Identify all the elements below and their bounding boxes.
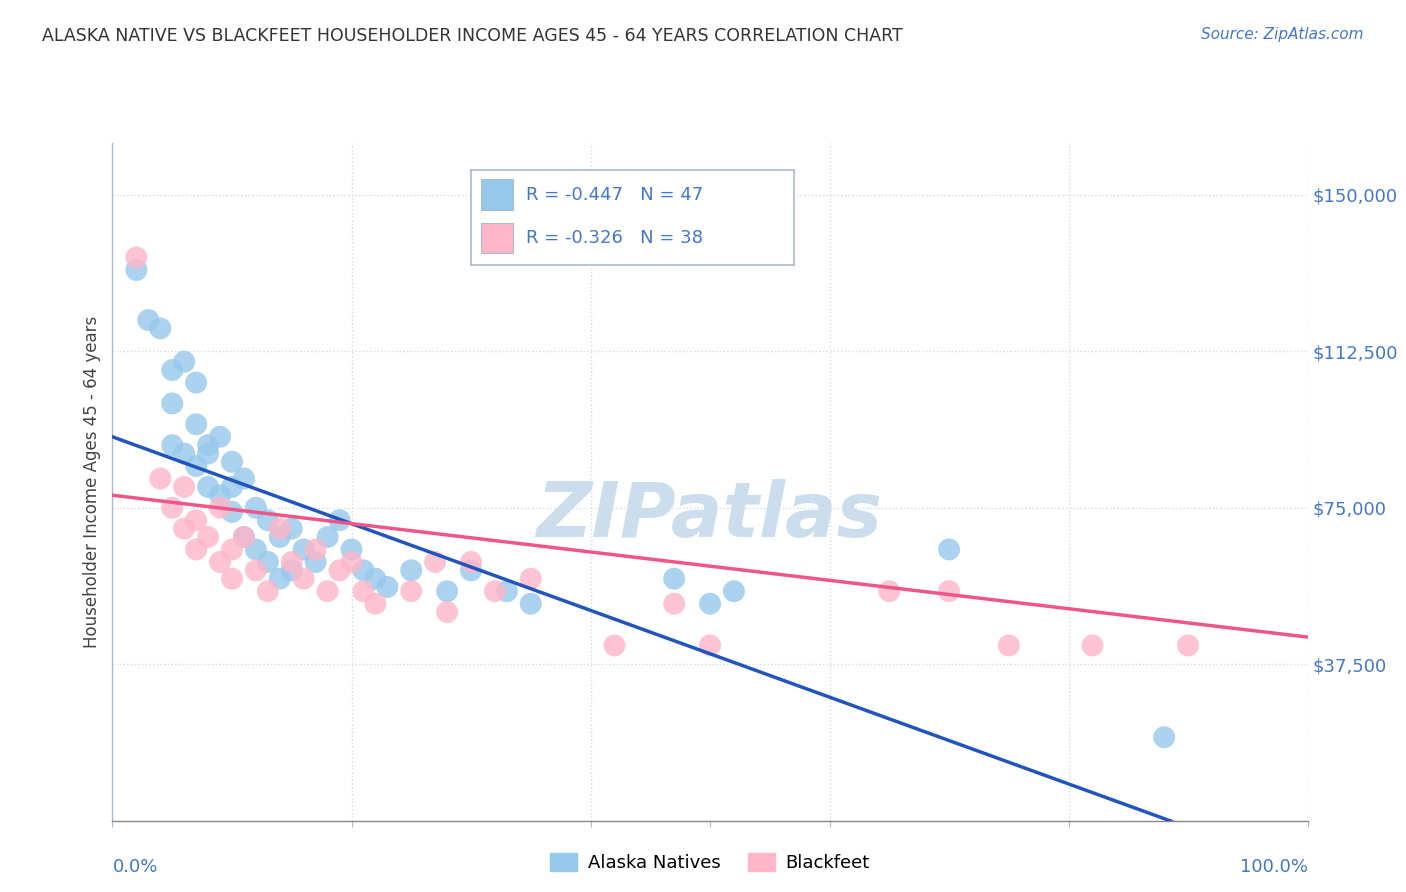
Point: [186, 513, 208, 527]
Point: [352, 584, 374, 599]
Point: [281, 555, 304, 569]
Point: [281, 563, 304, 577]
Point: [938, 584, 960, 599]
Point: [436, 605, 458, 619]
Text: 100.0%: 100.0%: [1240, 858, 1308, 876]
Point: [269, 530, 291, 544]
Point: [245, 563, 267, 577]
Point: [328, 563, 352, 577]
Y-axis label: Householder Income Ages 45 - 64 years: Householder Income Ages 45 - 64 years: [83, 316, 101, 648]
Point: [197, 480, 219, 494]
Point: [173, 355, 195, 369]
Text: R = -0.326   N = 38: R = -0.326 N = 38: [526, 229, 703, 247]
Point: [221, 572, 243, 586]
Point: [197, 446, 219, 460]
Point: [162, 500, 183, 515]
Point: [221, 542, 243, 557]
Point: [496, 584, 519, 599]
Point: [304, 555, 326, 569]
Point: [723, 584, 745, 599]
Point: [998, 639, 1021, 653]
Bar: [481, 223, 513, 253]
Point: [520, 597, 543, 611]
Point: [221, 505, 243, 519]
Point: [304, 542, 326, 557]
Point: [221, 480, 243, 494]
Point: [162, 396, 183, 410]
Point: [699, 639, 721, 653]
Point: [232, 471, 256, 485]
Point: [125, 251, 148, 265]
Point: [257, 513, 280, 527]
Point: [162, 438, 183, 452]
Point: [245, 542, 267, 557]
Point: [232, 530, 256, 544]
Point: [197, 530, 219, 544]
Point: [125, 263, 148, 277]
Point: [425, 555, 447, 569]
Point: [186, 542, 208, 557]
Point: [1177, 639, 1199, 653]
Point: [208, 430, 231, 444]
Point: [316, 584, 339, 599]
Point: [1081, 639, 1104, 653]
Point: [186, 458, 208, 473]
Point: [186, 417, 208, 432]
Point: [186, 376, 208, 390]
Point: [340, 555, 363, 569]
Point: [208, 555, 231, 569]
Point: [257, 555, 280, 569]
Text: ALASKA NATIVE VS BLACKFEET HOUSEHOLDER INCOME AGES 45 - 64 YEARS CORRELATION CHA: ALASKA NATIVE VS BLACKFEET HOUSEHOLDER I…: [42, 27, 903, 45]
Point: [197, 438, 219, 452]
Bar: [481, 179, 513, 210]
Point: [269, 572, 291, 586]
Point: [484, 584, 506, 599]
Point: [281, 522, 304, 536]
Point: [877, 584, 900, 599]
Point: [269, 522, 291, 536]
Point: [149, 471, 172, 485]
Point: [221, 455, 243, 469]
Point: [664, 572, 686, 586]
Point: [328, 513, 352, 527]
Point: [603, 639, 626, 653]
Text: R = -0.447   N = 47: R = -0.447 N = 47: [526, 186, 703, 203]
Point: [149, 321, 172, 335]
Point: [292, 542, 315, 557]
Point: [401, 563, 423, 577]
Point: [208, 500, 231, 515]
Point: [138, 313, 160, 327]
Point: [162, 363, 183, 377]
Text: 0.0%: 0.0%: [112, 858, 157, 876]
Text: ZIPatlas: ZIPatlas: [537, 479, 883, 552]
Point: [436, 584, 458, 599]
Point: [520, 572, 543, 586]
Text: Source: ZipAtlas.com: Source: ZipAtlas.com: [1201, 27, 1364, 42]
Point: [352, 563, 374, 577]
Point: [377, 580, 399, 594]
Legend: Alaska Natives, Blackfeet: Alaska Natives, Blackfeet: [543, 846, 877, 880]
Point: [316, 530, 339, 544]
Point: [699, 597, 721, 611]
Point: [245, 500, 267, 515]
Point: [257, 584, 280, 599]
Point: [460, 555, 482, 569]
Point: [401, 584, 423, 599]
Point: [664, 597, 686, 611]
Point: [173, 480, 195, 494]
Point: [292, 572, 315, 586]
Point: [173, 446, 195, 460]
Point: [364, 597, 387, 611]
Point: [460, 563, 482, 577]
Point: [208, 488, 231, 502]
Point: [232, 530, 256, 544]
Point: [173, 522, 195, 536]
Point: [340, 542, 363, 557]
Point: [364, 572, 387, 586]
Point: [1153, 730, 1175, 744]
Point: [938, 542, 960, 557]
